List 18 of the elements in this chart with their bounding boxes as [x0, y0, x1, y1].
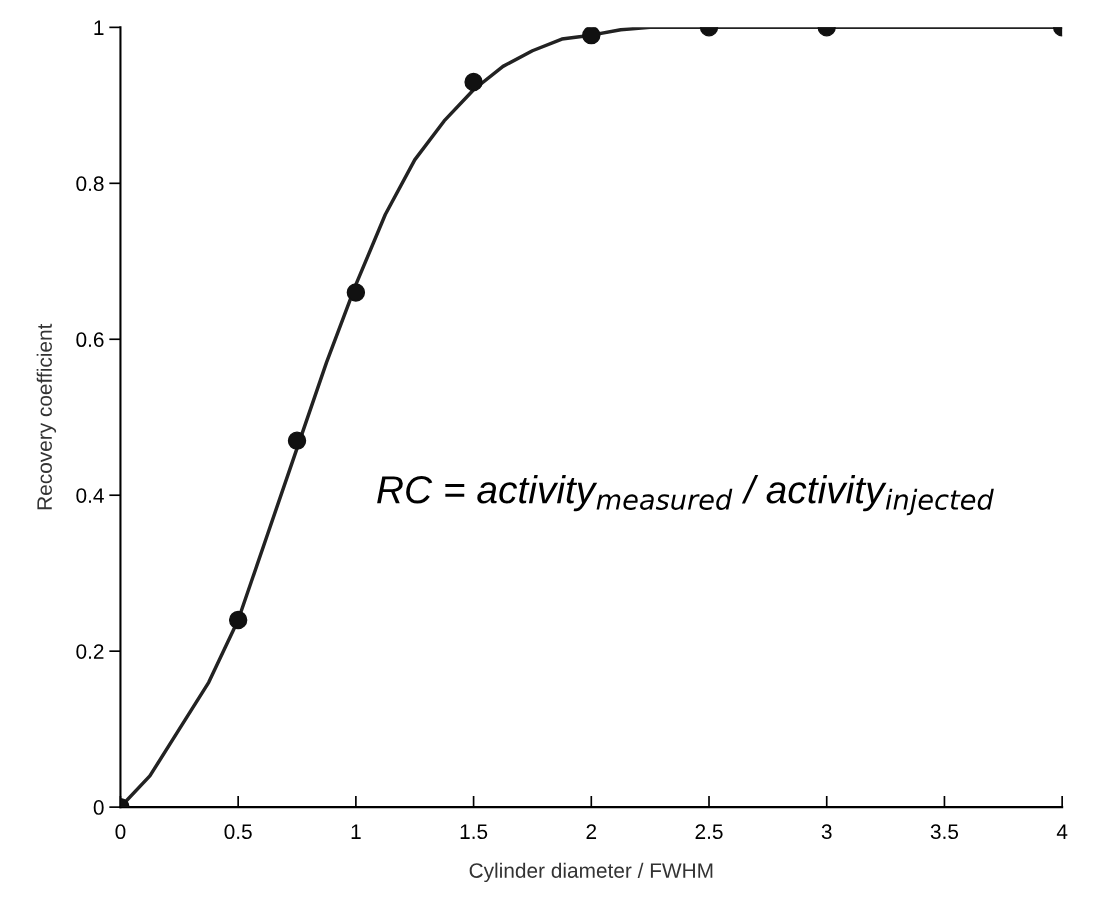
x-tick-label: 1 [351, 824, 361, 839]
y-tick-label: 0.2 [76, 644, 104, 659]
y-tick-label: 0.6 [76, 332, 104, 348]
x-tick-label: 1.5 [460, 824, 488, 840]
y-tick-label: 0.4 [76, 488, 104, 503]
y-tick-label: 0 [93, 800, 104, 815]
x-axis-title: Cylinder diameter / FWHM [469, 862, 713, 883]
x-tick-label: 0.5 [224, 824, 252, 840]
x-tick-label: 2 [586, 824, 597, 839]
x-tick-label: 4 [1056, 824, 1068, 839]
y-axis-title: Recovery coefficient [36, 323, 57, 510]
annotation: RC = activity$_{measured}$ / activity$_{injected}$ [377, 474, 994, 516]
y-tick-label: 1 [94, 20, 104, 35]
y-tick-label: 0.8 [76, 176, 104, 192]
x-tick-label: 3 [821, 824, 832, 840]
x-tick-label: 3.5 [930, 824, 959, 840]
x-tick-label: 2.5 [695, 824, 723, 840]
x-tick-label: 0 [115, 824, 126, 840]
